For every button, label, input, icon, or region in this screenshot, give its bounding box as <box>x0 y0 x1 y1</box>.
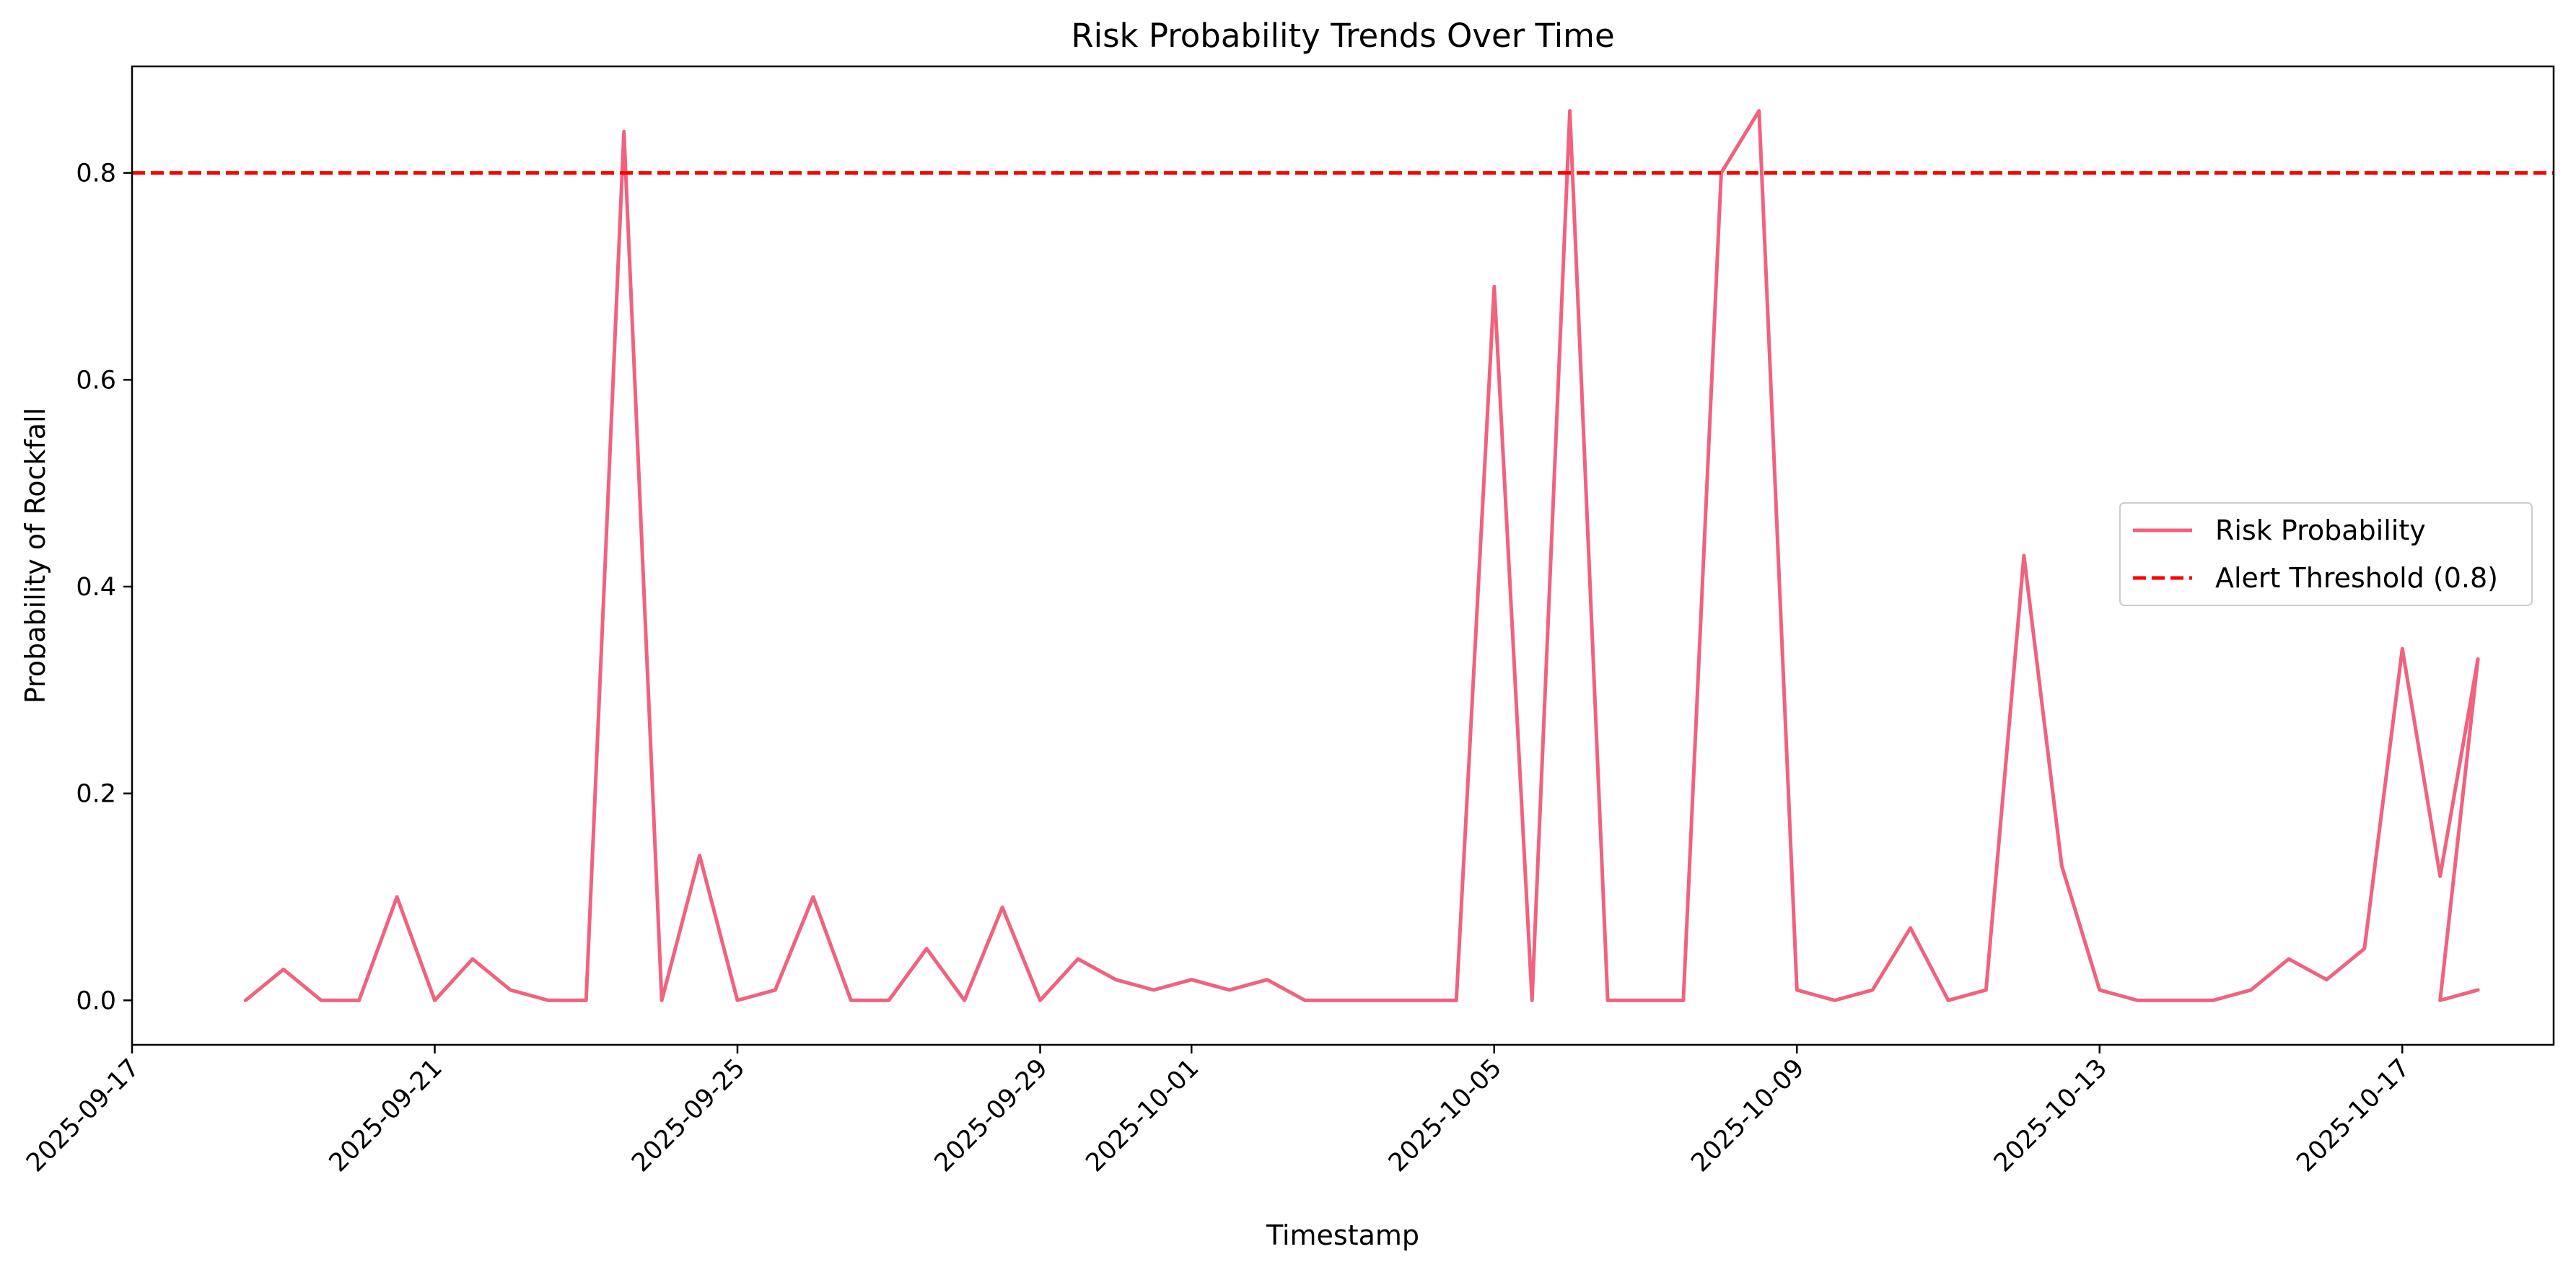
legend: Risk Probability Alert Threshold (0.8) <box>2119 502 2533 606</box>
y-tick-label: 0.4 <box>76 573 116 602</box>
plot-area-frame <box>131 65 2555 1046</box>
series-line-risk-probability <box>243 109 2480 1002</box>
legend-label-risk-probability: Risk Probability <box>2215 514 2426 546</box>
y-tick-label: 0.2 <box>76 780 116 809</box>
legend-label-alert-threshold: Alert Threshold (0.8) <box>2215 562 2498 594</box>
y-tick-label: 0.8 <box>76 159 116 188</box>
x-axis-title: Timestamp <box>1266 1219 1419 1251</box>
y-axis-title: Probability of Rockfall <box>19 408 51 704</box>
y-tick-label: 0.6 <box>76 366 116 395</box>
chart-title: Risk Probability Trends Over Time <box>1071 17 1614 55</box>
y-tick-label: 0.0 <box>76 986 116 1015</box>
series-layer <box>132 109 2554 1002</box>
y-axis-ticks: 0.0 0.2 0.4 0.6 0.8 <box>76 159 132 1015</box>
legend-box <box>2119 502 2533 606</box>
